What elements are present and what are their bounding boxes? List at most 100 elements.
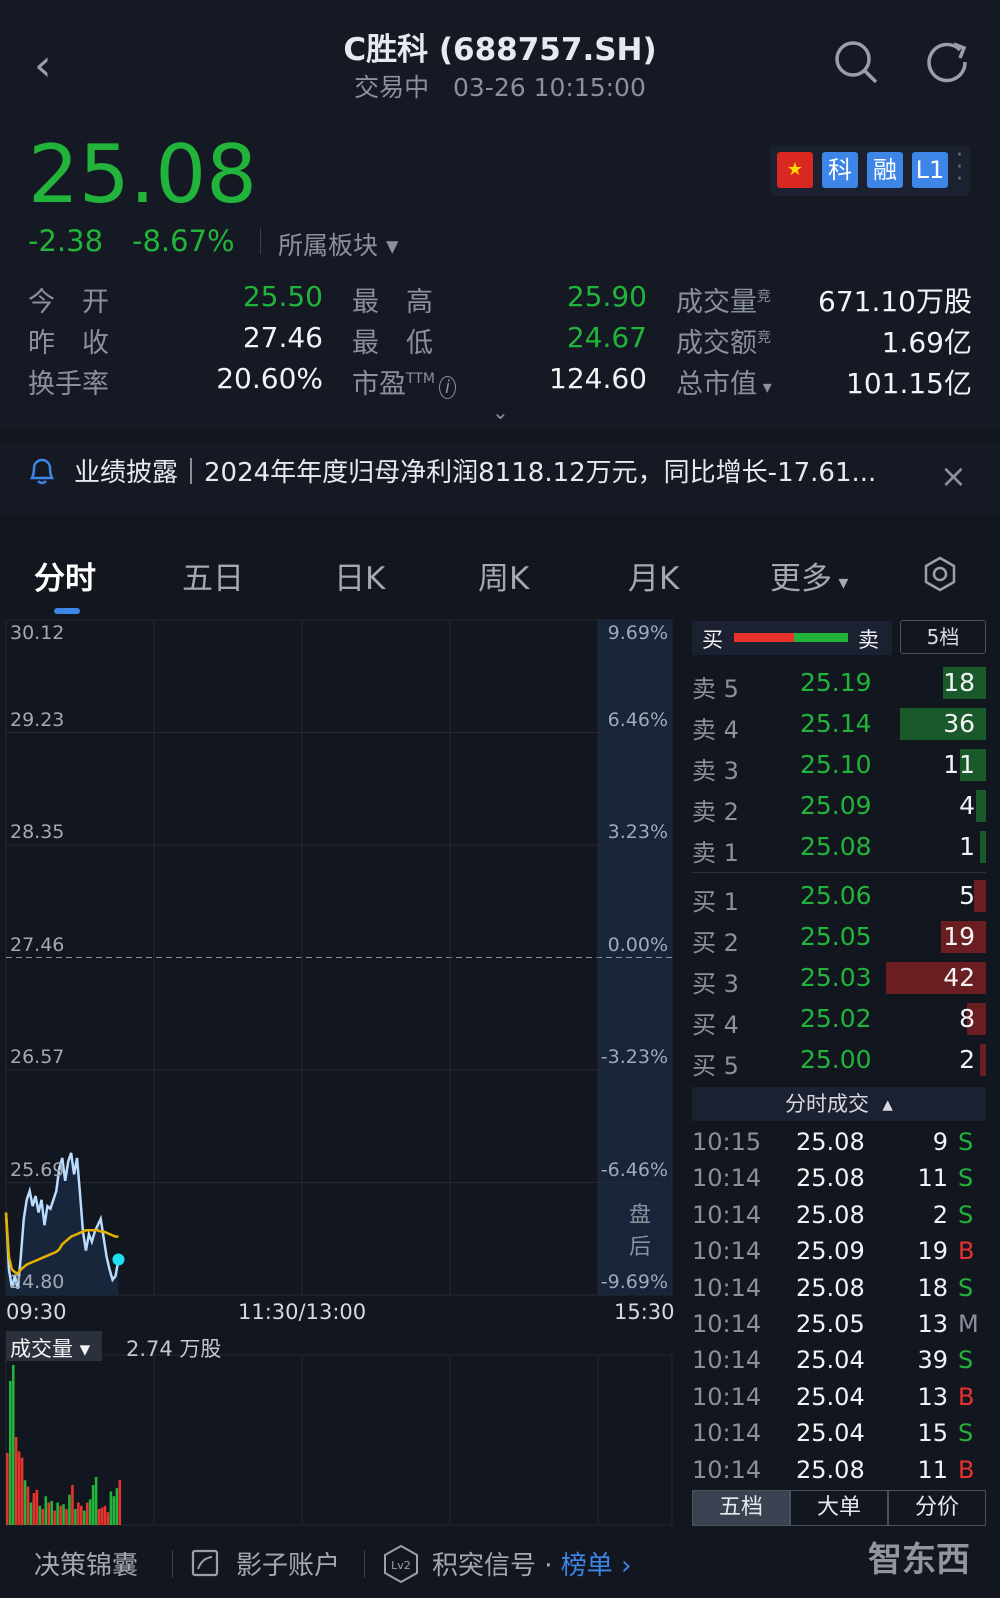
volume-bar bbox=[29, 1502, 33, 1525]
volume-bar bbox=[56, 1502, 59, 1525]
pct-tick: 6.46% bbox=[607, 708, 668, 731]
ticks-header[interactable]: 分时成交 ▴ bbox=[692, 1087, 986, 1121]
tick-volume: 2 bbox=[932, 1200, 948, 1229]
sell-label: 卖 bbox=[858, 628, 879, 652]
level-volume: 42 bbox=[943, 963, 975, 992]
volume-bar bbox=[85, 1502, 89, 1525]
search-icon[interactable] bbox=[832, 38, 880, 86]
chart-settings-icon[interactable] bbox=[922, 556, 958, 592]
refresh-icon[interactable] bbox=[924, 38, 972, 86]
expand-chevron-icon[interactable]: ⌄ bbox=[492, 400, 509, 424]
tick-volume: 11 bbox=[917, 1455, 948, 1484]
tab-5[interactable]: 更多 ▾ bbox=[770, 561, 849, 597]
level-volume: 18 bbox=[943, 668, 975, 697]
level-price: 25.14 bbox=[800, 709, 872, 738]
tab-4[interactable]: 月K bbox=[628, 561, 680, 597]
footer-shadow-account[interactable]: 影子账户 bbox=[236, 1551, 341, 1581]
depth-bar bbox=[967, 1003, 986, 1035]
notice-text[interactable]: 业绩披露｜2024年年度归母净利润8118.12万元，同比增长-17.61... bbox=[74, 458, 877, 488]
depth-bar bbox=[976, 790, 986, 822]
pct-tick: -9.69% bbox=[600, 1271, 668, 1293]
time-tick: 11:30/13:00 bbox=[238, 1300, 367, 1324]
level-label: 买 1 bbox=[692, 888, 739, 916]
volume-bar bbox=[23, 1480, 27, 1525]
more-icon[interactable]: · · · bbox=[956, 143, 963, 192]
back-icon[interactable]: ‹ bbox=[34, 40, 52, 91]
depth-bar bbox=[900, 708, 986, 740]
stat-label: 成交额竞 bbox=[676, 328, 771, 359]
volume-frame bbox=[5, 1354, 673, 1526]
stat-value: 25.50 bbox=[242, 280, 323, 313]
stock-title: C胜科 (688757.SH) bbox=[343, 32, 657, 68]
sell-ratio-bar bbox=[794, 633, 848, 642]
orderbook-tab-2[interactable]: 分价 bbox=[888, 1490, 986, 1526]
shadow-account-icon bbox=[191, 1549, 219, 1577]
volume-bar bbox=[44, 1496, 48, 1525]
volume-bar bbox=[74, 1509, 77, 1525]
notice-bar[interactable] bbox=[0, 443, 1000, 515]
pct-tick: 9.69% bbox=[607, 622, 668, 644]
tick-side: S bbox=[958, 1346, 974, 1375]
tick-side: B bbox=[958, 1455, 975, 1484]
tab-3[interactable]: 周K bbox=[478, 561, 530, 597]
stat-label[interactable]: 市盈TTM i bbox=[352, 362, 456, 401]
tab-1[interactable]: 五日 bbox=[182, 561, 244, 597]
close-icon[interactable]: × bbox=[940, 457, 967, 495]
time-tick: 09:30 bbox=[6, 1300, 67, 1324]
level-label: 买 3 bbox=[692, 970, 739, 998]
volume-bar bbox=[103, 1505, 107, 1525]
intraday-chart[interactable] bbox=[0, 615, 680, 1530]
tick-volume: 9 bbox=[932, 1128, 948, 1156]
volume-bar bbox=[17, 1451, 21, 1525]
volume-bar bbox=[109, 1491, 113, 1525]
orderbook-tab-0[interactable]: 五档 bbox=[692, 1490, 790, 1526]
buy-label: 买 bbox=[702, 628, 723, 652]
tick-volume: 18 bbox=[917, 1273, 948, 1302]
volume-bar bbox=[41, 1509, 45, 1525]
level-volume: 36 bbox=[943, 709, 975, 738]
level1-badge: L1 bbox=[912, 152, 948, 188]
level-price: 25.10 bbox=[800, 750, 872, 779]
volume-bar bbox=[97, 1509, 101, 1525]
tab-2[interactable]: 日K bbox=[334, 561, 386, 597]
stat-label: 最 低 bbox=[352, 328, 433, 359]
volume-value: 2.74 万股 bbox=[126, 1337, 222, 1361]
level-volume: 2 bbox=[959, 1045, 975, 1074]
stat-label: 换手率 bbox=[28, 369, 109, 400]
stat-value: 1.69亿 bbox=[881, 326, 972, 359]
tick-volume: 13 bbox=[917, 1310, 948, 1338]
level-volume: 4 bbox=[959, 791, 975, 820]
tick-time: 10:14 bbox=[692, 1164, 762, 1193]
divider bbox=[692, 872, 986, 873]
price-tick: 30.12 bbox=[10, 622, 65, 644]
stat-label: 成交量竞 bbox=[676, 287, 771, 318]
footer-signal[interactable]: 积突信号 · 榜单 › bbox=[432, 1551, 632, 1581]
price-tick: 25.69 bbox=[10, 1158, 65, 1181]
tick-side: M bbox=[958, 1310, 979, 1338]
trade-status: 交易中 03-26 10:15:00 bbox=[354, 73, 646, 102]
stat-label: 最 高 bbox=[352, 287, 433, 318]
tick-price: 25.08 bbox=[796, 1273, 865, 1302]
tick-time: 10:14 bbox=[692, 1273, 762, 1302]
ranking-link[interactable]: 榜单 bbox=[560, 1551, 613, 1581]
avg-price-line bbox=[4, 1212, 119, 1275]
divider bbox=[260, 228, 261, 254]
china-flag-icon: ★ bbox=[777, 152, 813, 188]
tick-time: 10:14 bbox=[692, 1455, 762, 1484]
margin-badge: 融 bbox=[867, 152, 903, 188]
time-tick: 15:30 bbox=[614, 1300, 675, 1324]
depth-levels-button[interactable]: 5档 bbox=[900, 620, 986, 654]
tab-0[interactable]: 分时 bbox=[34, 561, 96, 597]
volume-bar bbox=[59, 1505, 62, 1525]
volume-bar bbox=[112, 1496, 116, 1525]
footer-bar bbox=[0, 1528, 1000, 1598]
footer-decision-kit[interactable]: 决策锦囊 bbox=[34, 1551, 139, 1581]
volume-indicator-dropdown[interactable]: 成交量 ▾ bbox=[6, 1331, 102, 1361]
level-label: 卖 3 bbox=[692, 757, 739, 785]
stat-label[interactable]: 总市值 ▾ bbox=[676, 369, 772, 400]
level-volume: 19 bbox=[943, 922, 975, 951]
volume-bar bbox=[91, 1485, 95, 1525]
depth-bar bbox=[974, 880, 986, 912]
sector-dropdown[interactable]: 所属板块 ▾ bbox=[278, 231, 399, 260]
orderbook-tab-1[interactable]: 大单 bbox=[790, 1490, 888, 1526]
